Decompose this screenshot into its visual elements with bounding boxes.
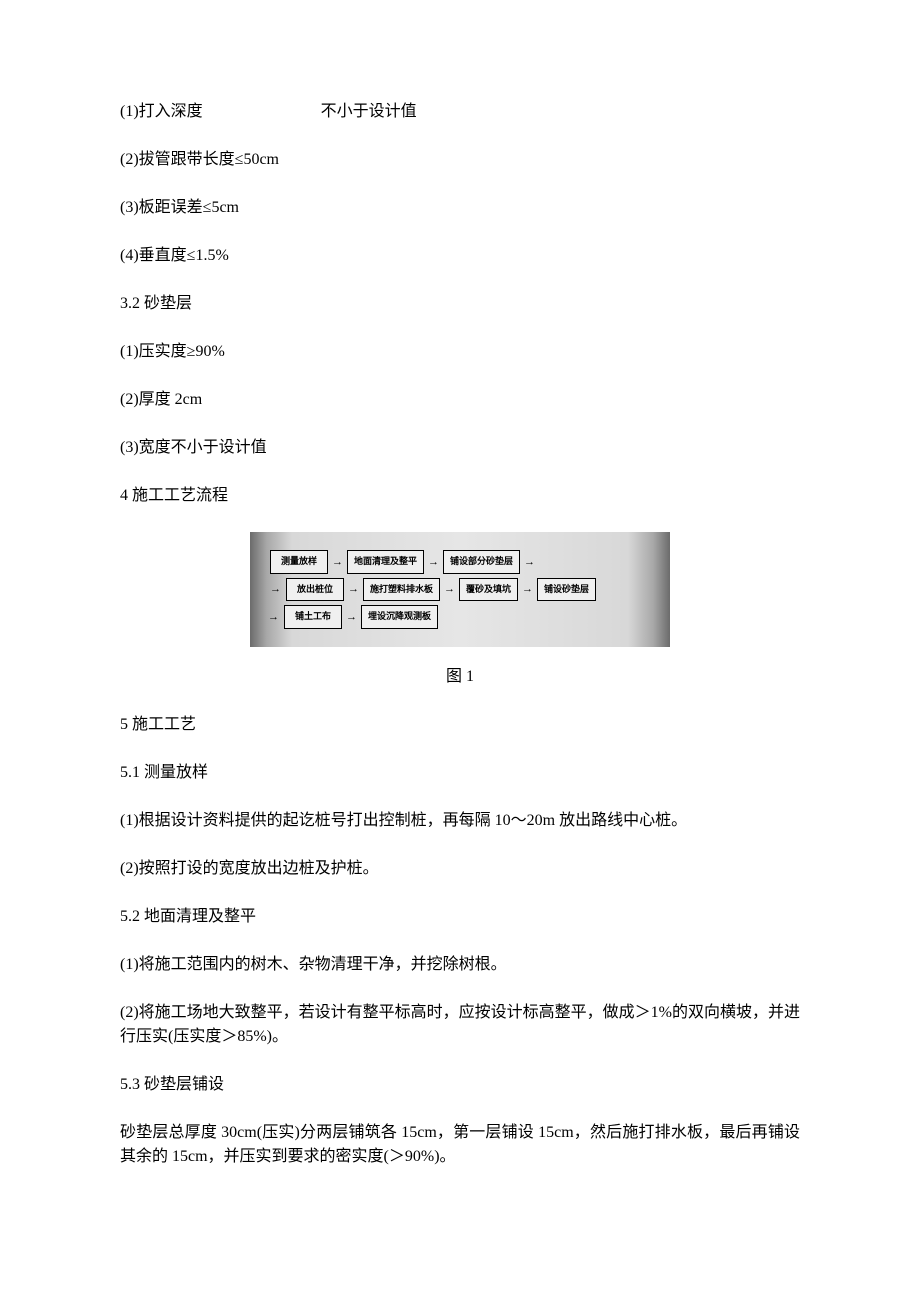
para-5-2-1: (1)将施工范围内的树木、杂物清理干净，并挖除树根。 <box>120 953 800 977</box>
flow-row-2: → 放出桩位 → 施打塑料排水板 → 覆砂及填坑 → 铺设砂垫层 <box>270 578 652 602</box>
flow-row-1: 测量放样 → 地面清理及整平 → 铺设部分砂垫层 → <box>270 550 652 574</box>
section-5-1: 5.1 测量放样 <box>120 761 800 785</box>
arrow-right-icon: → <box>270 581 281 598</box>
spec-item-1-value: 不小于设计值 <box>321 103 417 120</box>
arrow-right-icon: → <box>332 554 343 571</box>
flow-box: 铺土工布 <box>284 605 342 629</box>
arrow-right-icon: → <box>522 581 533 598</box>
flow-box: 覆砂及填坑 <box>459 578 518 602</box>
flow-box: 施打塑料排水板 <box>363 578 440 602</box>
document-page: (1)打入深度 不小于设计值 (2)拔管跟带长度≤50cm (3)板距误差≤5c… <box>0 0 920 1302</box>
para-5-2-2: (2)将施工场地大致整平，若设计有整平标高时，应按设计标高整平，做成＞1%的双向… <box>120 1001 800 1049</box>
section-5-3: 5.3 砂垫层铺设 <box>120 1073 800 1097</box>
spec-item-1-label: (1)打入深度 <box>120 103 203 120</box>
para-5-3-body: 砂垫层总厚度 30cm(压实)分两层铺筑各 15cm，第一层铺设 15cm，然后… <box>120 1121 800 1169</box>
flow-box: 测量放样 <box>270 550 328 574</box>
spec-item-1: (1)打入深度 不小于设计值 <box>120 100 800 124</box>
section-5: 5 施工工艺 <box>120 713 800 737</box>
spec-item-3: (3)板距误差≤5cm <box>120 196 800 220</box>
spec-item-2: (2)拔管跟带长度≤50cm <box>120 148 800 172</box>
flow-box: 地面清理及整平 <box>347 550 424 574</box>
figure-caption: 图 1 <box>446 665 474 689</box>
flowchart: 测量放样 → 地面清理及整平 → 铺设部分砂垫层 → → 放出桩位 → 施打塑料… <box>250 532 670 647</box>
section-3-2: 3.2 砂垫层 <box>120 292 800 316</box>
flow-box: 铺设部分砂垫层 <box>443 550 520 574</box>
spec-item-4: (4)垂直度≤1.5% <box>120 244 800 268</box>
flowchart-figure: 测量放样 → 地面清理及整平 → 铺设部分砂垫层 → → 放出桩位 → 施打塑料… <box>120 532 800 689</box>
section-5-2: 5.2 地面清理及整平 <box>120 905 800 929</box>
spec-item-3-2-3: (3)宽度不小于设计值 <box>120 436 800 460</box>
para-5-1-1: (1)根据设计资料提供的起讫桩号打出控制桩，再每隔 10～20m 放出路线中心桩… <box>120 809 800 833</box>
arrow-right-icon: → <box>348 581 359 598</box>
flow-box: 放出桩位 <box>286 578 344 602</box>
arrow-right-icon: → <box>346 609 357 626</box>
arrow-right-icon: → <box>444 581 455 598</box>
arrow-right-icon: → <box>428 554 439 571</box>
para-5-1-2: (2)按照打设的宽度放出边桩及护桩。 <box>120 857 800 881</box>
spec-item-3-2-2: (2)厚度 2cm <box>120 388 800 412</box>
arrow-right-icon: → <box>268 609 279 626</box>
flow-box: 埋设沉降观测板 <box>361 605 438 629</box>
flow-box: 铺设砂垫层 <box>537 578 596 602</box>
flow-row-3: → 铺土工布 → 埋设沉降观测板 <box>268 605 652 629</box>
spec-item-3-2-1: (1)压实度≥90% <box>120 340 800 364</box>
section-4: 4 施工工艺流程 <box>120 484 800 508</box>
arrow-right-icon: → <box>524 554 535 571</box>
